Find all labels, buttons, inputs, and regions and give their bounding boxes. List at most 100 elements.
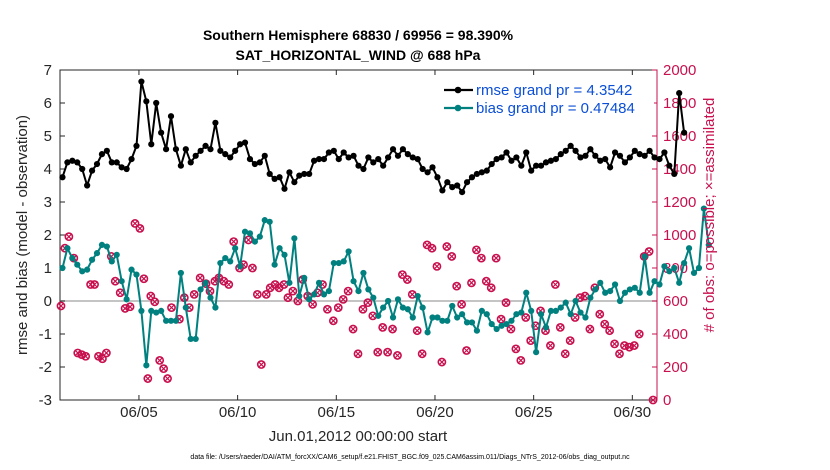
obs-point [462, 346, 471, 355]
obs-point [98, 354, 107, 364]
rmse-point [79, 165, 86, 173]
rmse-point [153, 99, 160, 107]
bias-point [685, 245, 693, 252]
bias-point [449, 302, 456, 310]
obs-point [150, 297, 160, 307]
bias-point [256, 233, 263, 240]
rmse-point [375, 156, 382, 163]
rmse-point [74, 159, 81, 166]
obs-point [486, 283, 496, 293]
y-right-tick-label: 600 [663, 293, 688, 310]
bias-point [646, 289, 653, 296]
obs-point [143, 374, 153, 383]
bias-point [518, 309, 525, 316]
obs-point [323, 304, 332, 314]
bias-point [335, 259, 342, 267]
rmse-point [636, 151, 643, 158]
bias-point [611, 281, 619, 288]
obs-point [648, 395, 658, 405]
rmse-point [291, 179, 298, 186]
rmse-point [84, 182, 91, 189]
bias-point [473, 327, 481, 334]
rmse-point [439, 187, 446, 194]
rmse-point [592, 152, 599, 159]
y-left-tick-label: 7 [44, 62, 52, 79]
obs-point [338, 294, 348, 304]
bias-point [498, 322, 505, 329]
rmse-point [69, 157, 76, 164]
bias-point [232, 245, 239, 252]
obs-point [610, 339, 619, 349]
bias-point [172, 317, 180, 324]
rmse-point [182, 146, 189, 153]
rmse-point [419, 165, 426, 173]
bias-point [315, 279, 323, 286]
obs-point [353, 349, 363, 359]
obs-point [224, 280, 234, 289]
bias-point [202, 279, 209, 286]
rmse-point [380, 162, 387, 169]
obs-point [476, 253, 486, 263]
rmse-point [587, 146, 594, 153]
rmse-point [424, 169, 431, 176]
bias-point [138, 307, 145, 314]
y-axis-left-label: rmse and bias (model - observation) [14, 115, 31, 355]
y-left-tick-label: 4 [44, 161, 52, 178]
obs-point [472, 245, 481, 255]
y-right-tick-label: 1600 [663, 128, 696, 145]
rmse-point [222, 151, 229, 158]
rmse-point [360, 165, 367, 173]
rmse-point [577, 154, 584, 161]
bias-point [705, 241, 712, 248]
rmse-point [468, 174, 476, 181]
obs-point [615, 349, 624, 359]
obs-point [139, 274, 149, 284]
bias-point [409, 314, 416, 321]
bias-point [241, 228, 249, 235]
chart-title-line-2: SAT_HORIZONTAL_WIND @ 688 hPa [236, 47, 481, 63]
bias-point [537, 311, 545, 318]
obs-point [629, 341, 639, 350]
rmse-point [572, 147, 579, 154]
obs-point [125, 302, 135, 312]
obs-point [585, 324, 595, 334]
rmse-point [88, 167, 96, 174]
chart-title-line-1: Southern Hemisphere 68830 / 69956 = 98.3… [203, 27, 514, 43]
rmse-point [676, 90, 683, 97]
rmse-point [320, 156, 328, 163]
obs-point [378, 322, 388, 332]
rmse-point [330, 147, 337, 154]
y-left-tick-label: -1 [39, 326, 52, 343]
bias-point [222, 255, 229, 262]
rmse-point [616, 152, 624, 159]
rmse-point [340, 149, 347, 156]
bias-point [286, 279, 293, 286]
rmse-point [414, 156, 421, 163]
y-right-tick-label: 200 [663, 359, 688, 376]
bias-point [340, 258, 347, 265]
bias-point [626, 286, 633, 293]
obs-point [308, 299, 318, 309]
bias-point [118, 278, 125, 285]
obs-point [348, 324, 358, 334]
bias-point [380, 304, 387, 311]
rmse-point [217, 147, 224, 154]
obs-point [155, 355, 165, 365]
obs-point [412, 326, 422, 336]
rmse-point [108, 159, 115, 166]
rmse-point [399, 146, 407, 153]
rmse-point [651, 154, 658, 161]
obs-point [432, 261, 442, 271]
x-tick-label: 06/15 [318, 404, 356, 421]
bias-point [197, 286, 204, 293]
rmse-point [355, 162, 362, 169]
x-tick-label: 06/10 [219, 404, 257, 421]
series-lines [59, 78, 712, 369]
legend-bias-label: bias grand pr = 0.47484 [476, 100, 635, 117]
rmse-point [434, 174, 441, 181]
bias-point [577, 309, 584, 316]
bias-point [419, 304, 426, 311]
bias-point [636, 289, 643, 296]
obs-point [256, 360, 266, 369]
